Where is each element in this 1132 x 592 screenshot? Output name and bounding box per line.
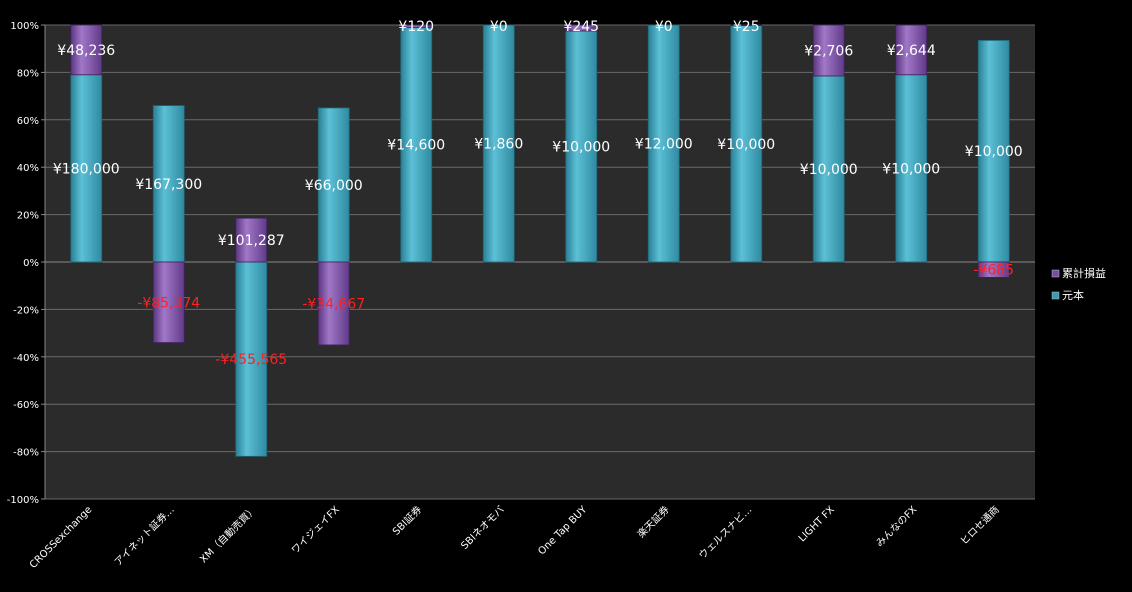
y-tick-label: 20% — [17, 211, 39, 222]
data-label-principal: ¥10,000 — [800, 162, 858, 178]
legend-label: 元本 — [1062, 288, 1084, 302]
y-tick-label: 80% — [17, 68, 39, 79]
bar-principal — [482, 24, 515, 263]
data-label-principal: -¥455,565 — [215, 352, 287, 368]
y-tick-label: -20% — [13, 305, 39, 316]
bar-principal — [152, 105, 185, 263]
bar-principal — [565, 30, 598, 263]
y-tick-label: -80% — [13, 448, 39, 459]
bar-cumulative-profit — [317, 261, 350, 346]
bar-principal — [70, 74, 103, 263]
bar-cumulative-profit — [565, 24, 598, 32]
bar-cumulative-profit — [977, 261, 1010, 278]
data-label-principal: ¥10,000 — [882, 161, 940, 177]
bar-cumulative-profit — [152, 261, 185, 343]
bar-cumulative-profit — [730, 24, 763, 26]
bar-principal — [647, 24, 680, 263]
data-label-cumulative-profit: ¥101,287 — [218, 233, 285, 249]
bar-principal — [400, 26, 433, 263]
y-tick-label: -60% — [13, 400, 39, 411]
data-label-principal: ¥1,860 — [474, 137, 523, 153]
bar-principal — [730, 25, 763, 263]
y-tick-label: 40% — [17, 163, 39, 174]
data-label-principal: ¥180,000 — [53, 161, 120, 177]
data-label-cumulative-profit: ¥120 — [398, 19, 434, 35]
data-label-cumulative-profit: ¥25 — [733, 19, 760, 35]
data-label-principal: ¥10,000 — [552, 139, 610, 155]
bar-principal — [812, 75, 845, 263]
data-label-cumulative-profit: -¥34,667 — [302, 296, 365, 312]
legend-swatch — [1051, 269, 1060, 278]
data-label-principal: ¥10,000 — [965, 144, 1023, 160]
y-tick-label: -100% — [7, 495, 39, 506]
bar-cumulative-profit — [895, 24, 928, 76]
data-label-principal: ¥10,000 — [717, 137, 775, 153]
legend-label: 累計損益 — [1062, 266, 1106, 280]
data-label-principal: ¥12,000 — [635, 137, 693, 153]
bar-principal — [235, 261, 268, 457]
data-label-principal: ¥66,000 — [305, 178, 363, 194]
data-label-cumulative-profit: ¥245 — [563, 19, 599, 35]
data-label-principal: ¥167,300 — [135, 177, 202, 193]
data-label-cumulative-profit: -¥685 — [973, 263, 1014, 279]
data-label-cumulative-profit: ¥48,236 — [57, 43, 115, 59]
data-label-cumulative-profit: ¥2,706 — [804, 43, 853, 59]
data-label-cumulative-profit: -¥85,374 — [137, 295, 200, 311]
y-tick-label: 60% — [17, 116, 39, 127]
y-tick-label: -40% — [13, 353, 39, 364]
y-tick-label: 100% — [10, 21, 39, 32]
data-label-principal: ¥14,600 — [387, 138, 445, 154]
y-tick-label: 0% — [23, 258, 39, 269]
bar-cumulative-profit — [235, 217, 268, 263]
bar-cumulative-profit — [400, 24, 433, 28]
bar-principal — [317, 107, 350, 263]
legend-swatch — [1051, 291, 1060, 300]
data-label-cumulative-profit: ¥2,644 — [887, 43, 936, 59]
bar-cumulative-profit — [812, 24, 845, 77]
data-label-cumulative-profit: ¥0 — [490, 19, 508, 35]
bar-cumulative-profit — [70, 24, 103, 76]
data-label-cumulative-profit: ¥0 — [655, 19, 673, 35]
